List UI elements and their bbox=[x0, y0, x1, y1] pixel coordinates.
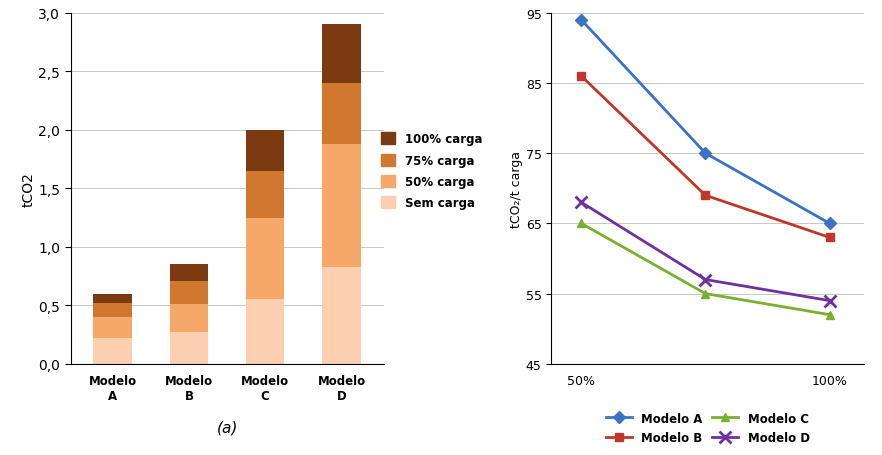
Modelo A bbox=[700, 151, 711, 157]
Modelo D bbox=[576, 200, 587, 206]
Modelo B bbox=[825, 235, 835, 241]
Bar bbox=[93, 317, 131, 339]
Bar bbox=[246, 172, 284, 218]
Legend: Modelo A, Modelo B, Modelo C, Modelo D: Modelo A, Modelo B, Modelo C, Modelo D bbox=[606, 412, 810, 445]
Bar bbox=[170, 281, 208, 304]
Bar bbox=[246, 218, 284, 300]
Bar bbox=[323, 25, 361, 84]
Bar bbox=[246, 131, 284, 172]
Line: Modelo A: Modelo A bbox=[577, 16, 833, 228]
Bar bbox=[93, 339, 131, 364]
Bar bbox=[323, 267, 361, 364]
Bar bbox=[170, 304, 208, 333]
Modelo C bbox=[576, 221, 587, 227]
Legend: 100% carga, 75% carga, 50% carga, Sem carga: 100% carga, 75% carga, 50% carga, Sem ca… bbox=[381, 133, 482, 210]
Bar bbox=[323, 84, 361, 144]
Line: Modelo C: Modelo C bbox=[577, 220, 833, 319]
Modelo D bbox=[700, 277, 711, 283]
Bar bbox=[93, 294, 131, 303]
Bar bbox=[170, 265, 208, 281]
Modelo D bbox=[825, 298, 835, 303]
Bar bbox=[246, 300, 284, 364]
Modelo C bbox=[700, 291, 711, 297]
Modelo B bbox=[576, 74, 587, 80]
Bar bbox=[170, 333, 208, 364]
Y-axis label: tCO₂/t carga: tCO₂/t carga bbox=[510, 151, 523, 227]
Modelo A bbox=[576, 18, 587, 23]
Y-axis label: tCO2: tCO2 bbox=[21, 172, 35, 206]
Bar bbox=[323, 144, 361, 267]
Modelo A bbox=[825, 221, 835, 227]
Bar bbox=[93, 303, 131, 317]
Line: Modelo D: Modelo D bbox=[576, 197, 835, 307]
Modelo C bbox=[825, 312, 835, 318]
Modelo B bbox=[700, 193, 711, 198]
Text: (a): (a) bbox=[216, 420, 238, 435]
Line: Modelo B: Modelo B bbox=[577, 72, 833, 242]
